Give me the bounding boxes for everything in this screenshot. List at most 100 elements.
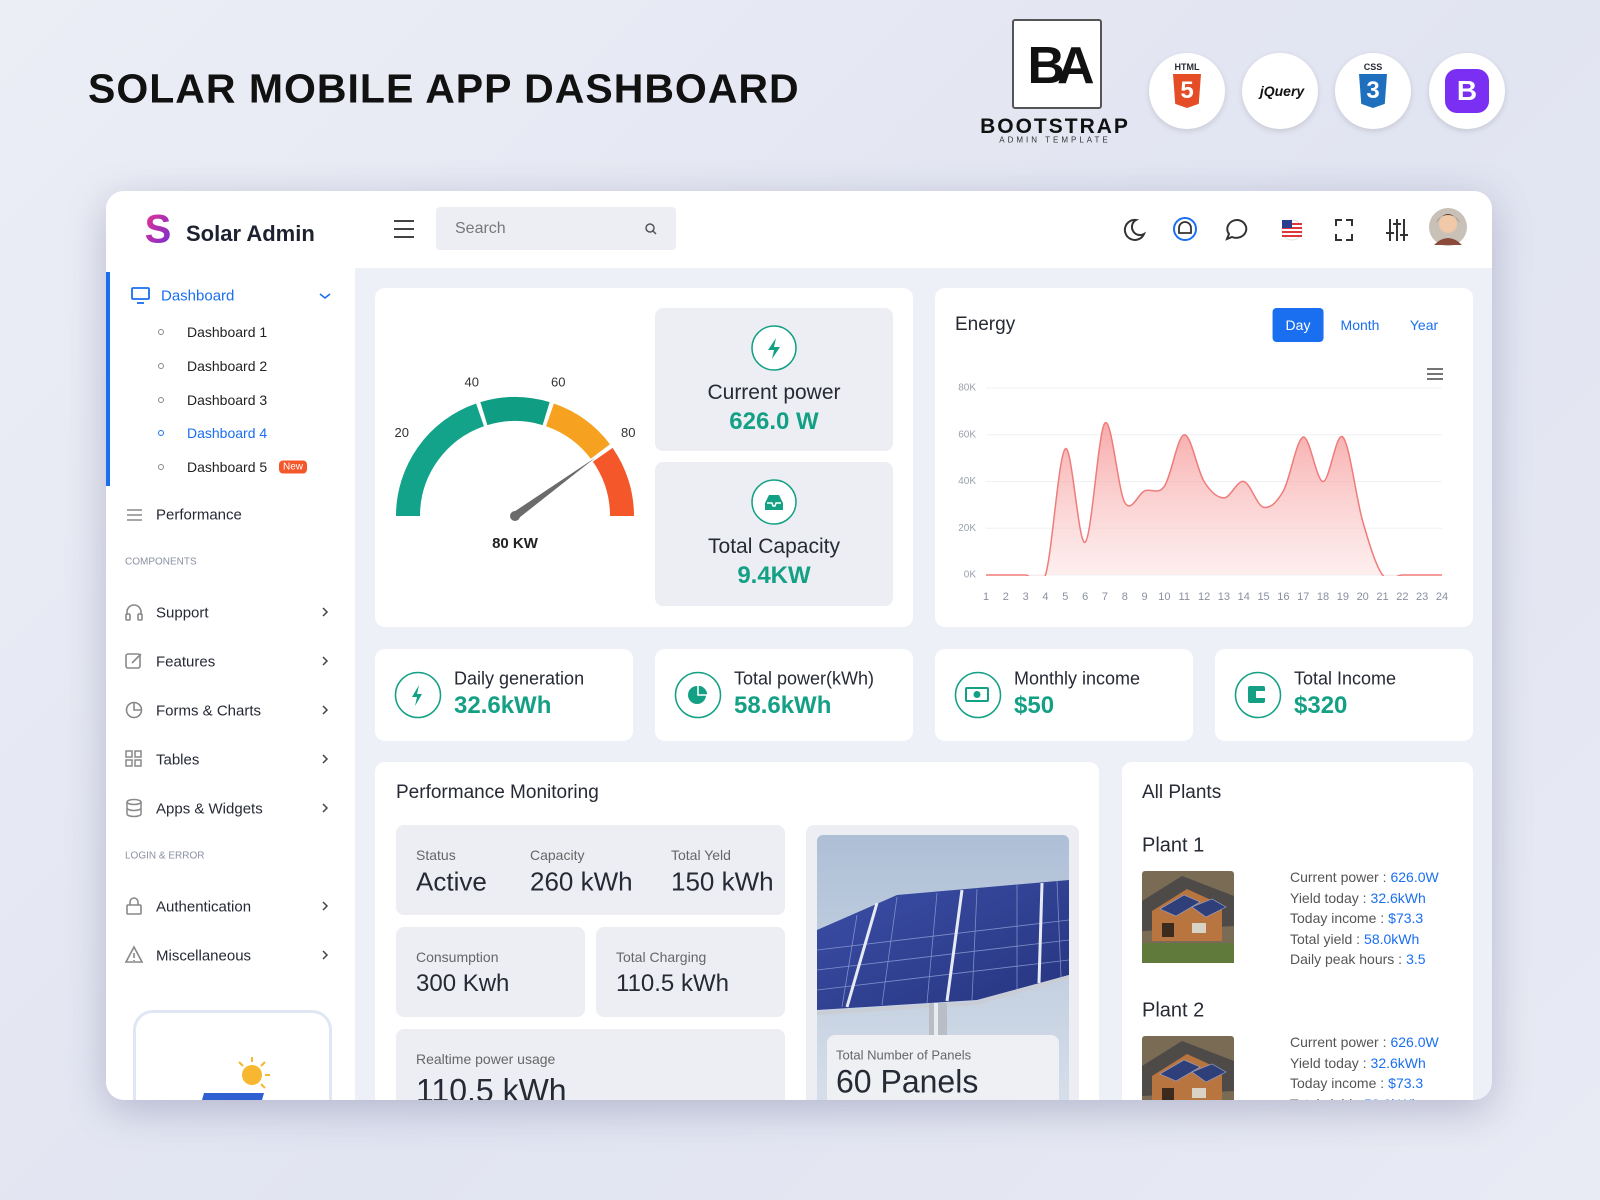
- submenu-dot: [158, 430, 164, 436]
- x-tick-label: 7: [1102, 591, 1108, 603]
- logo-icon: S: [145, 208, 172, 252]
- plant-row: Daily peak hours :3.5: [1290, 951, 1426, 967]
- fullscreen[interactable]: [1335, 219, 1353, 241]
- row-key: Current power :: [1290, 1034, 1387, 1050]
- badge-label: HTML: [1174, 62, 1200, 72]
- plant-image: [1142, 1036, 1234, 1100]
- stat-value: 9.4KW: [737, 562, 811, 589]
- gauge-needle: [512, 457, 596, 520]
- submenu-item: Dashboard 1: [187, 324, 268, 340]
- x-tick-label: 2: [1003, 591, 1009, 603]
- row-key: Daily peak hours :: [1290, 951, 1403, 967]
- menu-button[interactable]: [394, 220, 414, 238]
- plants-card: All Plants Plant 1 Current power :626.0W Y…: [1122, 762, 1473, 1100]
- list-icon: [127, 509, 142, 521]
- submenu-item: Dashboard 3: [187, 392, 268, 408]
- chevron-right: [322, 950, 329, 960]
- theme-toggle[interactable]: [1123, 218, 1147, 241]
- promo-card: [133, 1010, 332, 1100]
- summary-card: Daily generation 32.6kWh: [375, 649, 633, 741]
- avatar[interactable]: [1429, 208, 1467, 246]
- plant-name: Plant 2: [1142, 999, 1205, 1022]
- row-key: Total yield :: [1290, 930, 1361, 947]
- x-tick-label: 21: [1376, 591, 1388, 603]
- menu-icon: [126, 897, 142, 915]
- tech-badge: B: [1429, 53, 1505, 129]
- y-tick-label: 0K: [964, 570, 977, 581]
- chevron-right: [322, 705, 329, 715]
- menu-label: Authentication: [156, 898, 252, 916]
- gauge-card: 20 40 60 80 80 KW Current power 626.0 W Tota…: [375, 288, 913, 627]
- submenu-dot: [158, 397, 164, 403]
- x-tick-label: 18: [1317, 591, 1329, 603]
- summary-value: $320: [1294, 692, 1348, 719]
- chevron-down: [319, 293, 331, 300]
- metric-value: 260 kWh: [530, 866, 633, 897]
- menu-icon: [125, 653, 142, 669]
- menu-label: Miscellaneous: [156, 947, 252, 965]
- card-title: Energy: [955, 314, 1016, 335]
- period-tab[interactable]: Year: [1409, 317, 1439, 333]
- badge-label: B: [1456, 75, 1478, 106]
- summary-icon: [954, 671, 1002, 719]
- row-value: $73.3: [1388, 910, 1424, 926]
- sidebar: [106, 191, 355, 1100]
- row-key: Today income :: [1290, 1075, 1385, 1091]
- status-box: Status Active Capacity 260 kWh Total Yel…: [396, 825, 785, 915]
- row-value: 3.5: [1406, 951, 1426, 967]
- performance-card: Performance Monitoring Status Active Cap…: [375, 762, 1099, 1100]
- summary-label: Total Income: [1294, 668, 1397, 689]
- card-title: Performance Monitoring: [396, 782, 599, 803]
- submenu-dot: [158, 363, 164, 369]
- metric-label: Capacity: [530, 847, 585, 863]
- summary-icon: [394, 671, 442, 719]
- y-tick-label: 60K: [958, 429, 976, 440]
- menu-label: Apps & Widgets: [156, 800, 263, 818]
- search-box[interactable]: Search: [436, 207, 676, 250]
- chevron-right: [322, 803, 329, 813]
- metric-value: 150 kWh: [671, 866, 774, 897]
- badge-mark: 5: [1180, 77, 1194, 104]
- chevron-right: [322, 754, 329, 764]
- submenu-item: Dashboard 5: [187, 459, 268, 475]
- ba-logo: BA: [1012, 19, 1102, 109]
- period-tab[interactable]: Month: [1340, 317, 1380, 333]
- needle-hub: [510, 511, 520, 521]
- x-tick-label: 16: [1277, 591, 1289, 603]
- promo-illustration: [202, 1057, 270, 1100]
- charging-box: Total Charging 110.5 kWh: [596, 927, 785, 1017]
- chart-menu[interactable]: [1427, 368, 1443, 380]
- badge-label: CSS: [1363, 62, 1383, 72]
- chevron-right: [322, 901, 329, 911]
- messages[interactable]: [1225, 218, 1248, 241]
- summary-icon: [1234, 671, 1282, 719]
- energy-card: 0K 20K 40K 60K 80K 1 2 3 4 5 6 7 8 9 10 11 12 13 14 15 16 17 1…: [935, 288, 1473, 627]
- x-tick-label: 9: [1142, 591, 1148, 603]
- menu-label: Forms & Charts: [156, 702, 262, 720]
- active-indicator: [106, 272, 110, 486]
- x-tick-label: 20: [1357, 591, 1369, 603]
- summary-card: Monthly income $50: [935, 649, 1193, 741]
- current-power-box: Current power 626.0 W: [655, 308, 893, 451]
- menu-label: Support: [156, 604, 209, 622]
- summary-value: 58.6kWh: [734, 692, 832, 719]
- settings[interactable]: [1386, 219, 1408, 241]
- notifications[interactable]: [1173, 217, 1197, 241]
- menu-icon: [125, 604, 143, 621]
- row-key: Today income :: [1290, 910, 1385, 926]
- area-fill: [986, 423, 1442, 576]
- language[interactable]: [1281, 219, 1303, 241]
- x-tick-label: 1: [983, 591, 989, 603]
- submenu-dot: [158, 464, 164, 470]
- plant-row: Today income : $73.3: [1290, 1075, 1423, 1091]
- x-tick-label: 6: [1082, 591, 1088, 603]
- panels-value: 60 Panels: [836, 1063, 979, 1100]
- plant-row: Current power :626.0W: [1290, 869, 1439, 885]
- period-tab[interactable]: Day: [1272, 308, 1324, 342]
- section-title: LOGIN & ERROR: [125, 850, 205, 862]
- badge-shield: 3: [1359, 74, 1387, 108]
- top-bar-icons: S: [145, 208, 1467, 252]
- menu-label: Features: [156, 653, 216, 671]
- metric-label: Total Yeld: [671, 847, 731, 863]
